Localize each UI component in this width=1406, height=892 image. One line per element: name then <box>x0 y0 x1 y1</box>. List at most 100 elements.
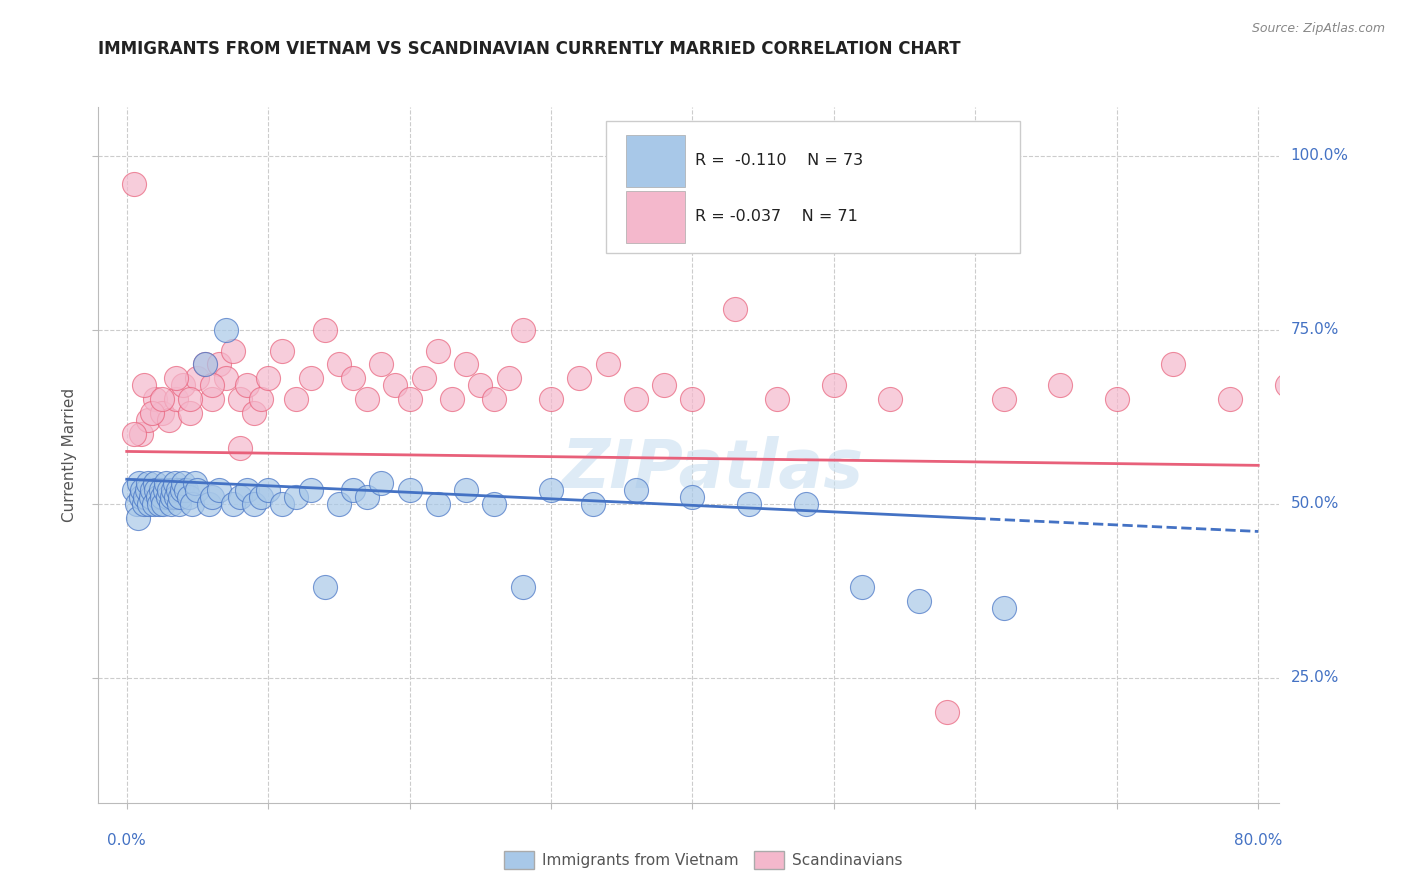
Point <box>1163 358 1185 372</box>
Point <box>314 323 336 337</box>
Y-axis label: Currently Married: Currently Married <box>62 388 77 522</box>
Point <box>1317 392 1340 407</box>
FancyBboxPatch shape <box>626 135 685 187</box>
Point <box>456 358 478 372</box>
Point <box>167 497 190 511</box>
Point <box>314 580 336 594</box>
Point <box>128 475 150 490</box>
Point <box>512 580 534 594</box>
FancyBboxPatch shape <box>606 121 1019 253</box>
Point <box>122 177 145 191</box>
Point <box>179 392 201 407</box>
Point <box>794 497 817 511</box>
Text: 80.0%: 80.0% <box>1234 833 1282 848</box>
Point <box>568 371 591 385</box>
Text: 50.0%: 50.0% <box>1291 496 1339 511</box>
Point <box>398 392 420 407</box>
Point <box>200 392 222 407</box>
Point <box>624 483 647 497</box>
Point <box>384 378 406 392</box>
Point <box>426 497 449 511</box>
Point <box>129 490 152 504</box>
Point <box>342 371 364 385</box>
Point <box>582 497 605 511</box>
Point <box>1219 392 1241 407</box>
Point <box>200 490 222 504</box>
Point <box>125 497 148 511</box>
Point <box>398 483 420 497</box>
Legend: Immigrants from Vietnam, Scandinavians: Immigrants from Vietnam, Scandinavians <box>498 845 908 875</box>
Point <box>174 483 197 497</box>
Point <box>993 392 1015 407</box>
Point <box>257 483 280 497</box>
Point <box>236 483 259 497</box>
Point <box>540 483 562 497</box>
Point <box>243 497 266 511</box>
Point <box>215 371 238 385</box>
Point <box>166 483 188 497</box>
Point <box>426 343 449 358</box>
FancyBboxPatch shape <box>626 191 685 243</box>
Point <box>498 371 520 385</box>
Point <box>148 497 170 511</box>
Point <box>122 427 145 442</box>
Point <box>141 406 163 420</box>
Point <box>149 483 172 497</box>
Point <box>127 510 149 524</box>
Point <box>157 483 180 497</box>
Point <box>682 490 704 504</box>
Point <box>131 483 153 497</box>
Point <box>370 475 392 490</box>
Text: IMMIGRANTS FROM VIETNAM VS SCANDINAVIAN CURRENTLY MARRIED CORRELATION CHART: IMMIGRANTS FROM VIETNAM VS SCANDINAVIAN … <box>98 40 962 58</box>
Point <box>165 490 187 504</box>
Point <box>153 483 176 497</box>
Point <box>724 301 747 316</box>
Text: 25.0%: 25.0% <box>1291 670 1339 685</box>
Point <box>229 441 252 455</box>
Point <box>179 406 201 420</box>
Point <box>132 378 155 392</box>
Text: 75.0%: 75.0% <box>1291 322 1339 337</box>
Text: 0.0%: 0.0% <box>107 833 146 848</box>
Point <box>342 483 364 497</box>
Point <box>150 406 173 420</box>
Point <box>222 497 245 511</box>
Point <box>155 475 177 490</box>
Point <box>132 497 155 511</box>
Point <box>512 323 534 337</box>
Point <box>624 392 647 407</box>
Point <box>145 483 167 497</box>
Point <box>271 343 294 358</box>
Point <box>766 392 789 407</box>
Point <box>186 371 208 385</box>
Point <box>271 497 294 511</box>
Point <box>200 378 222 392</box>
Point <box>540 392 562 407</box>
Point <box>193 358 215 372</box>
Point <box>285 490 308 504</box>
Point <box>1105 392 1128 407</box>
Point <box>484 497 506 511</box>
Point <box>356 490 378 504</box>
Point <box>136 413 159 427</box>
Point <box>160 490 183 504</box>
Text: Source: ZipAtlas.com: Source: ZipAtlas.com <box>1251 22 1385 36</box>
Point <box>1360 455 1382 469</box>
Point <box>440 392 463 407</box>
Point <box>484 392 506 407</box>
Text: 100.0%: 100.0% <box>1291 148 1348 163</box>
Point <box>229 392 252 407</box>
Point <box>186 483 208 497</box>
Point <box>851 580 873 594</box>
Point <box>215 323 238 337</box>
Point <box>250 490 273 504</box>
Point <box>139 490 162 504</box>
Point <box>165 392 187 407</box>
Point <box>136 475 159 490</box>
Point <box>1275 378 1298 392</box>
Point <box>682 392 704 407</box>
Point <box>138 497 160 511</box>
Point <box>129 427 152 442</box>
Point <box>652 378 675 392</box>
Point <box>993 601 1015 615</box>
